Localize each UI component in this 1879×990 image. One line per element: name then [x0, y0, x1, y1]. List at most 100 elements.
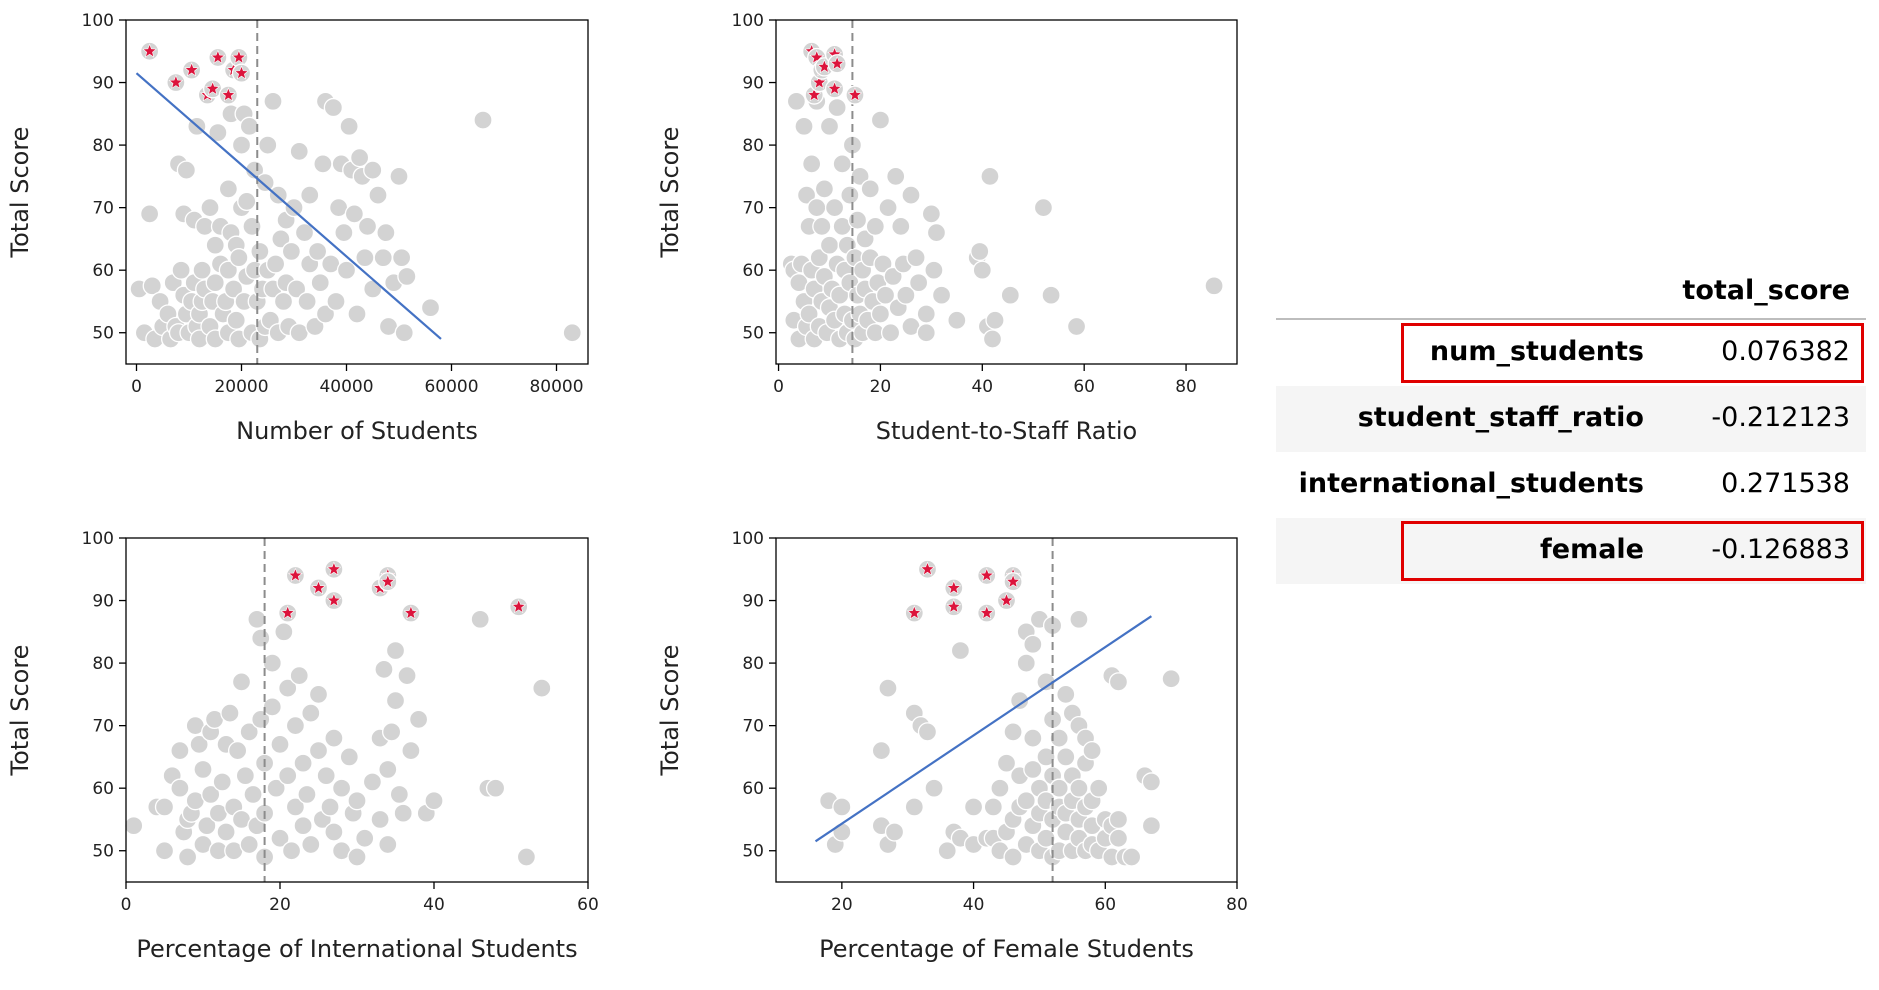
data-point	[391, 248, 412, 268]
data-point	[916, 323, 936, 343]
data-point	[990, 778, 1010, 798]
data-point	[401, 741, 421, 761]
top-point-star	[999, 592, 1014, 607]
x-tick-label: 20	[831, 895, 853, 915]
scatter-panel-4: 20 40 60 80 50 60 70 80 90 100 Percentage of Femal…	[656, 529, 1248, 963]
y-tick-label: 100	[82, 529, 114, 549]
x-tick-label: 40000	[319, 377, 373, 397]
data-point	[901, 185, 921, 205]
data-point	[363, 160, 383, 180]
data-point	[171, 260, 191, 280]
data-point	[336, 260, 357, 280]
data-point	[819, 116, 840, 136]
y-tick-label: 60	[92, 779, 114, 799]
data-point	[301, 834, 321, 855]
data-point	[154, 797, 175, 817]
data-point	[270, 828, 290, 848]
data-point	[347, 791, 367, 811]
data-point	[201, 784, 221, 805]
data-point	[235, 766, 256, 786]
data-point	[231, 672, 252, 692]
data-point	[218, 260, 239, 280]
data-point	[397, 266, 417, 287]
data-point	[1121, 847, 1142, 867]
data-point	[850, 166, 870, 187]
top-point-star	[280, 605, 296, 620]
data-point	[378, 759, 398, 780]
plot-frame	[125, 19, 589, 365]
data-point	[389, 784, 410, 805]
data-point	[394, 323, 414, 343]
top-point-star	[829, 55, 845, 71]
data-point	[139, 204, 160, 224]
row-value: 0.271538	[1721, 468, 1850, 499]
y-tick-label: 100	[732, 11, 764, 31]
data-point	[307, 241, 328, 262]
data-points	[819, 609, 1181, 867]
data-point	[832, 797, 852, 817]
data-point	[226, 310, 246, 330]
data-point	[170, 741, 190, 761]
data-point	[231, 135, 252, 155]
data-point	[1003, 722, 1023, 742]
data-point	[334, 223, 354, 243]
data-point	[324, 822, 344, 842]
y-axis-label: Total Score	[6, 127, 34, 259]
data-point	[1023, 634, 1043, 654]
data-point	[170, 778, 190, 798]
data-point	[809, 248, 829, 268]
data-points	[781, 91, 1224, 349]
data-point	[385, 640, 406, 661]
y-tick-label: 70	[92, 199, 114, 219]
table-header: total_score	[1276, 262, 1866, 320]
data-point	[324, 728, 344, 748]
data-point	[1041, 285, 1061, 305]
table-row-student-staff-ratio: student_staff_ratio -0.212123	[1276, 386, 1866, 452]
data-point	[906, 248, 926, 268]
data-point	[865, 216, 885, 237]
x-tick-label: 60	[577, 895, 599, 915]
data-point	[255, 172, 275, 193]
x-axis-label: Percentage of International Students	[136, 935, 577, 963]
y-tick-label: 50	[742, 842, 764, 862]
data-point	[873, 254, 893, 274]
x-axis-label: Percentage of Female Students	[819, 935, 1194, 963]
data-point	[532, 678, 552, 698]
data-point	[223, 279, 244, 299]
y-tick-label: 80	[92, 654, 114, 674]
data-point	[250, 241, 270, 262]
data-point	[297, 784, 317, 805]
data-point	[840, 185, 860, 205]
data-point	[368, 185, 388, 205]
data-point	[370, 809, 390, 830]
data-point	[331, 778, 352, 798]
data-points	[124, 609, 552, 867]
data-point	[871, 741, 892, 761]
data-point	[908, 273, 929, 293]
data-point	[315, 304, 336, 324]
data-point	[205, 235, 225, 255]
data-point	[924, 260, 944, 280]
x-tick-label: 20	[269, 895, 291, 915]
top-point-star	[287, 567, 303, 582]
x-tick-label: 0	[773, 377, 784, 397]
trend-line	[135, 72, 442, 340]
data-point	[263, 91, 283, 111]
data-point	[870, 304, 891, 324]
data-point	[242, 216, 262, 237]
data-point	[286, 279, 307, 299]
data-point	[896, 285, 916, 305]
y-tick-label: 100	[732, 529, 764, 549]
data-point	[802, 154, 822, 174]
top-point-star	[847, 87, 863, 102]
data-point	[326, 291, 346, 312]
top-point-star	[979, 605, 995, 620]
data-point	[807, 197, 827, 218]
top-point-star	[511, 598, 527, 614]
data-point	[847, 210, 868, 230]
data-point	[262, 653, 282, 673]
trend-line	[814, 615, 1152, 843]
y-tick-label: 80	[742, 654, 764, 674]
y-tick-label: 70	[742, 717, 764, 737]
top-point-star	[184, 62, 200, 77]
